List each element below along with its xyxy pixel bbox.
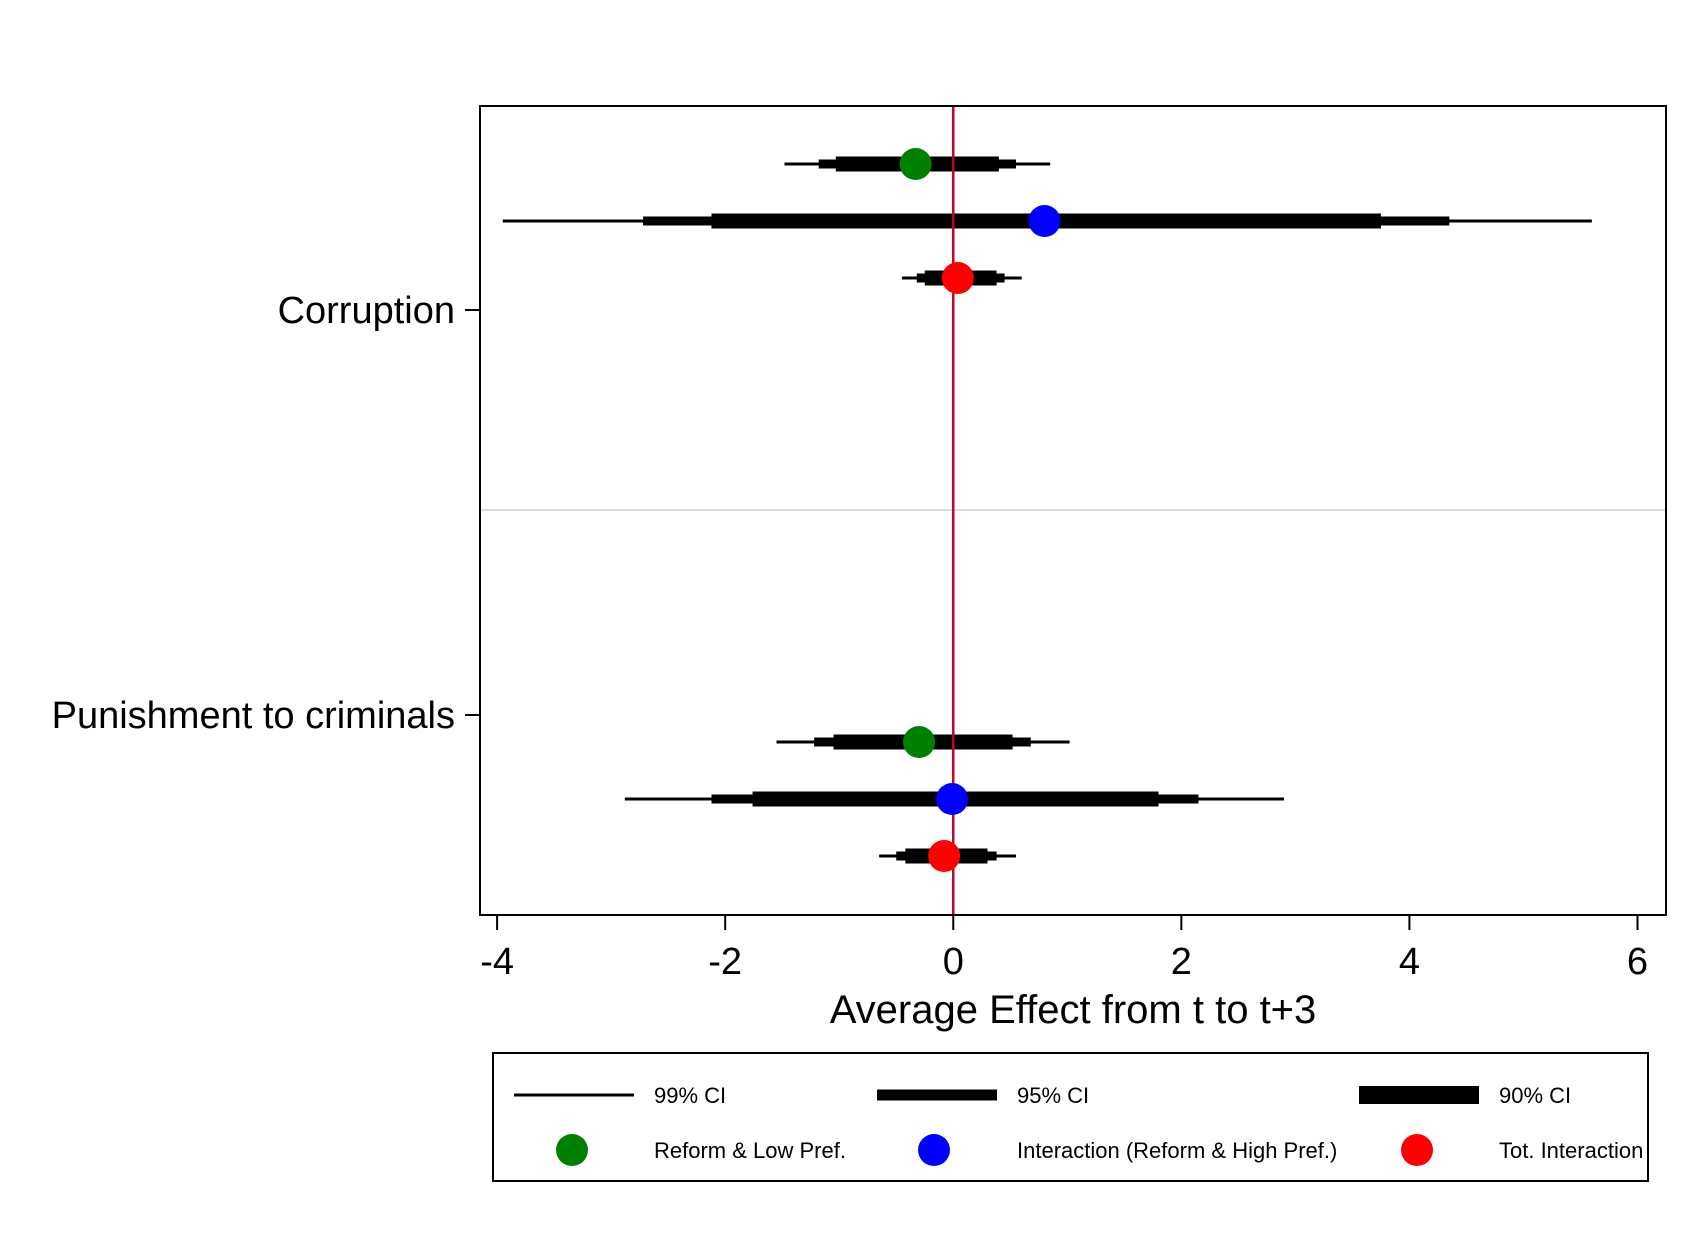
- legend-marker-label-2: Tot. Interaction: [1499, 1138, 1643, 1163]
- estimate-point-g1-s2: [928, 840, 961, 872]
- estimate-point-g1-s0: [903, 726, 936, 758]
- legend-marker-swatch-1: [918, 1134, 950, 1166]
- plot-frame: [479, 105, 1667, 916]
- x-tick-label-3: 2: [1171, 941, 1192, 983]
- x-tick-label-4: 4: [1399, 941, 1420, 983]
- x-tick-label-2: 0: [943, 941, 964, 983]
- legend-line-label-0: 99% CI: [654, 1083, 726, 1108]
- x-tick-label-1: -2: [708, 941, 742, 983]
- y-tick-label-1: Punishment to criminals: [52, 695, 455, 737]
- estimate-point-g0-s0: [899, 148, 932, 180]
- legend-marker-swatch-0: [556, 1134, 588, 1166]
- estimate-point-g0-s1: [1028, 205, 1061, 237]
- x-tick-label-0: -4: [480, 941, 514, 983]
- legend-box: [492, 1052, 1649, 1182]
- legend-line-label-2: 90% CI: [1499, 1083, 1571, 1108]
- estimate-point-g1-s1: [936, 783, 969, 815]
- legend-marker-label-0: Reform & Low Pref.: [654, 1138, 846, 1163]
- legend-line-label-1: 95% CI: [1017, 1083, 1089, 1108]
- estimate-point-g0-s2: [941, 262, 974, 294]
- x-axis-label: Average Effect from t to t+3: [830, 988, 1317, 1032]
- y-tick-label-0: Corruption: [278, 290, 455, 332]
- x-tick-label-5: 6: [1627, 941, 1648, 983]
- legend-marker-label-1: Interaction (Reform & High Pref.): [1017, 1138, 1337, 1163]
- legend-marker-swatch-2: [1401, 1134, 1433, 1166]
